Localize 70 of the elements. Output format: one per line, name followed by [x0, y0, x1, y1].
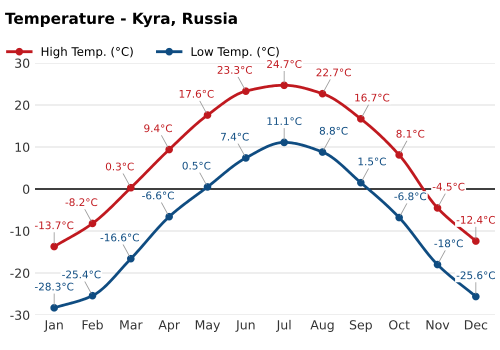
- x-tick-label: Aug: [310, 320, 334, 332]
- x-tick-label: Feb: [82, 320, 103, 330]
- point: [165, 146, 173, 154]
- data-label: -28.3°C: [34, 282, 74, 291]
- point: [434, 260, 442, 268]
- y-tick-label: -30: [10, 310, 30, 320]
- point: [357, 178, 365, 187]
- x-tick-label: May: [196, 320, 220, 332]
- point: [127, 254, 135, 263]
- data-label: 9.4°C: [144, 124, 172, 132]
- legend-label: Low Temp. (°C): [192, 46, 279, 58]
- point: [280, 138, 288, 146]
- data-label: -6.6°C: [142, 192, 174, 200]
- point: [357, 115, 365, 123]
- data-label: 11.1°C: [267, 117, 302, 126]
- y-tick-label: -20: [10, 268, 30, 278]
- data-label: -4.5°C: [432, 182, 464, 191]
- point: [395, 151, 403, 159]
- x-tick-label: Sep: [350, 320, 372, 332]
- data-label: -8.2°C: [65, 198, 98, 206]
- point: [472, 292, 480, 300]
- data-label: 0.5°C: [182, 162, 210, 170]
- point: [50, 304, 58, 312]
- point: [318, 90, 326, 98]
- x-tick-label: Dec: [464, 320, 488, 330]
- point: [88, 292, 96, 300]
- point: [242, 154, 250, 162]
- data-label: 22.7°C: [316, 68, 351, 76]
- legend-label: High Temp. (°C): [42, 46, 133, 58]
- data-label: 8.8°C: [320, 126, 348, 135]
- point: [318, 148, 326, 156]
- data-label: 23.3°C: [218, 66, 252, 74]
- data-label: 24.7°C: [267, 60, 302, 68]
- data-label: 1.5°C: [358, 158, 386, 166]
- point: [165, 212, 173, 221]
- x-tick-label: Jan: [44, 320, 63, 332]
- data-label: -25.6°C: [456, 271, 495, 280]
- point: [127, 184, 135, 192]
- point: [88, 220, 96, 228]
- data-label: 0.3°C: [106, 162, 134, 170]
- y-tick-label: -10: [10, 226, 30, 236]
- data-label: -25.4°C: [62, 270, 101, 278]
- point: [472, 237, 480, 245]
- point: [280, 81, 288, 90]
- data-label: -16.6°C: [100, 234, 139, 242]
- data-label: -6.8°C: [394, 192, 426, 200]
- x-tick-label: Jun: [235, 320, 255, 332]
- x-tick-label: Jul: [276, 320, 291, 332]
- point: [204, 111, 212, 119]
- data-label: -18°C: [434, 239, 463, 248]
- chart-title: Temperature - Kyra, Russia: [5, 12, 237, 28]
- y-tick-label: 30: [15, 58, 30, 68]
- y-tick-label: 10: [16, 142, 30, 152]
- data-label: 7.4°C: [221, 132, 249, 141]
- x-tick-label: Nov: [426, 320, 450, 330]
- data-label: -12.4°C: [456, 216, 495, 224]
- data-label: 17.6°C: [180, 90, 214, 98]
- data-label: -13.7°C: [34, 221, 74, 230]
- x-tick-label: Oct: [389, 320, 410, 330]
- point: [395, 214, 403, 222]
- point: [50, 242, 58, 250]
- data-label: 8.1°C: [396, 130, 424, 138]
- point: [204, 183, 212, 191]
- x-tick-label: Apr: [158, 320, 180, 332]
- y-tick-label: 0: [23, 184, 30, 194]
- point: [434, 204, 442, 212]
- y-tick-label: 20: [15, 100, 30, 110]
- point: [242, 87, 250, 95]
- data-label: 16.7°C: [355, 94, 390, 102]
- x-tick-label: Mar: [120, 320, 143, 330]
